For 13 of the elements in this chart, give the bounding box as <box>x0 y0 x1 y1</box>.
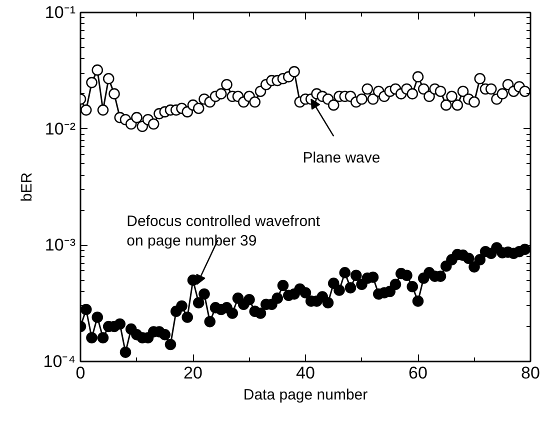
y-tick-label: 10⁻³ <box>44 236 76 255</box>
x-tick-label: 60 <box>408 364 428 382</box>
y-tick-label: 10⁻² <box>44 119 76 138</box>
x-tick-label: 0 <box>76 364 86 382</box>
y-tick-label: 10⁻¹ <box>44 3 76 22</box>
annotation: Plane wave <box>302 149 380 166</box>
x-tick-label: 20 <box>184 364 202 382</box>
x-tick-label: 80 <box>521 364 540 382</box>
x-tick-label: 40 <box>296 364 315 382</box>
y-axis-title: bER <box>18 172 36 202</box>
y-tick-label: 10⁻⁴ <box>43 352 76 371</box>
x-axis-title: Data page number <box>243 386 368 404</box>
annotation: Defocus controlled wavefront on page number 39 <box>126 213 321 250</box>
